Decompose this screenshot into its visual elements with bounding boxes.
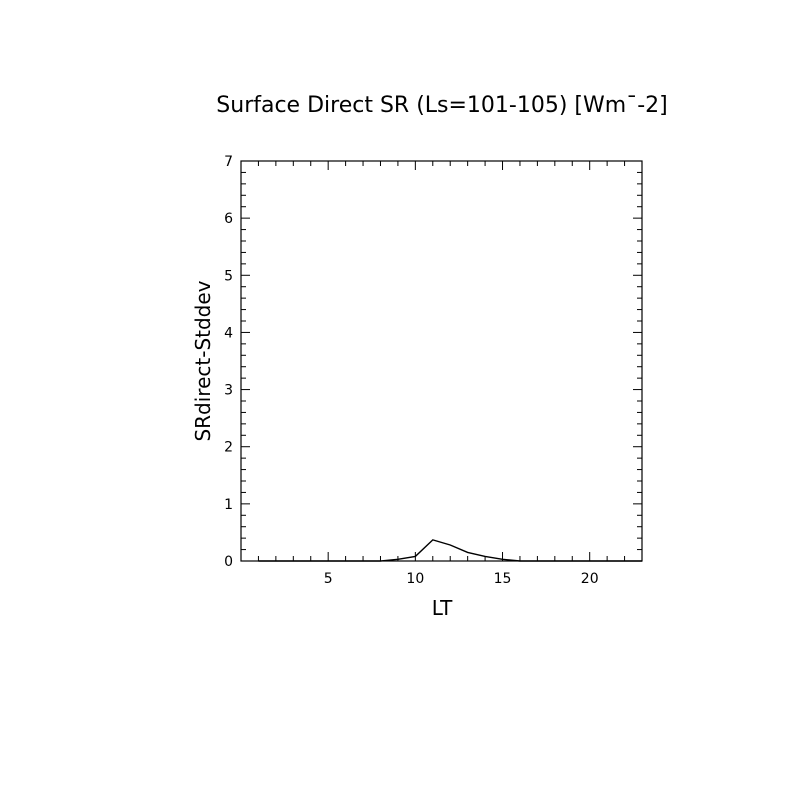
series-layer: [258, 539, 643, 562]
y-tick-label: 3: [224, 383, 233, 399]
x-tick-label: 10: [406, 571, 424, 587]
y-axis-label: SRdirect-Stddev: [191, 280, 215, 441]
y-tick-label: 6: [224, 211, 233, 227]
chart-title: Surface Direct SR (Ls=101-105) [Wm¯-2]: [216, 93, 667, 118]
y-tick-label: 5: [224, 268, 233, 284]
y-tick-label: 7: [224, 154, 233, 170]
x-tick-label: 15: [494, 571, 512, 587]
y-tick-label: 4: [224, 325, 233, 341]
y-tick-label: 0: [224, 554, 233, 570]
x-tick-label: 5: [324, 571, 333, 587]
x-axis-ticks: 5 10 15 20: [257, 161, 643, 587]
y-tick-label: 2: [224, 440, 233, 456]
y-tick-label: 1: [224, 497, 233, 513]
y-axis-ticks: 0 1 2 3 4 5 6 7: [224, 154, 642, 570]
x-tick-label: 20: [581, 571, 599, 587]
x-axis-label: LT: [432, 596, 453, 620]
plot-area: [240, 160, 643, 562]
plot-frame: [240, 160, 643, 562]
